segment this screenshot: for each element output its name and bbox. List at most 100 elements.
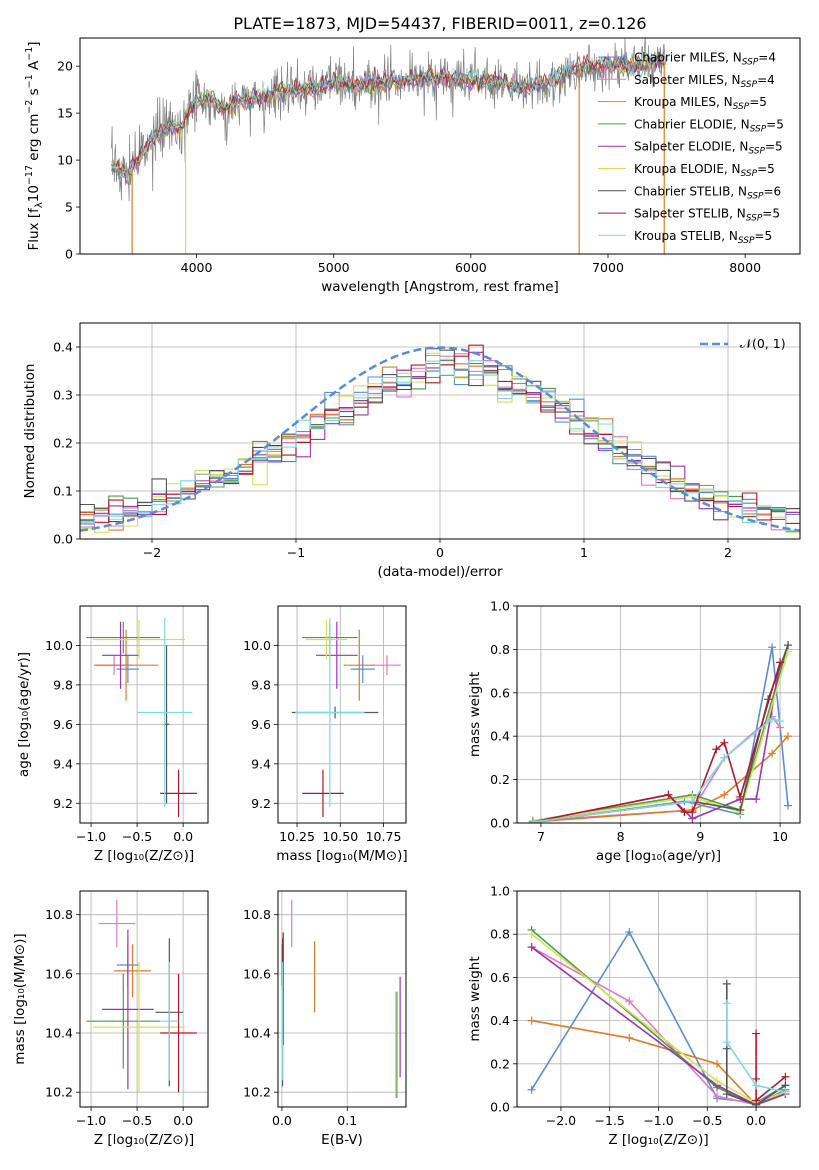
residuals-panel: −2 −1 0 1 2 0.0 0.1 0.2 0.3 0.4 (data-model)/error… — [22, 322, 801, 580]
legend-label: Salpeter MILES, NSSP=4 — [634, 73, 775, 90]
weight-point-marker — [722, 999, 731, 1008]
y-tick-label: 0.1 — [53, 484, 73, 499]
y-axis-label-part: ] — [26, 41, 42, 46]
legend-nssp: =5 — [754, 229, 772, 243]
weight-series-line — [532, 644, 789, 822]
x-tick-label: 8000 — [729, 260, 761, 275]
x-tick-label: 4000 — [181, 260, 213, 275]
y-axis-label-part: 10 — [26, 185, 42, 202]
weight-point-marker — [712, 745, 721, 754]
y-tick-label: 15 — [57, 106, 73, 121]
weight-point-marker — [688, 808, 697, 817]
x-tick-label: −1.5 — [595, 1113, 625, 1128]
weight-point-marker — [713, 1077, 722, 1086]
age-vs-metallicity-panel: −1.0 −0.5 0.0 9.2 9.4 9.6 9.8 10.0 Z [log₁₀(Z/Z⊙… — [16, 605, 209, 864]
legend-label: Chabrier ELODIE, NSSP=5 — [634, 117, 784, 134]
x-tick-label: 8 — [617, 829, 625, 844]
weight-point-marker — [768, 749, 777, 758]
y-tick-label: 10.8 — [243, 907, 271, 922]
weight-point-marker — [527, 930, 536, 939]
legend-nssp: =5 — [765, 140, 783, 154]
weight-point-marker — [713, 1059, 722, 1068]
legend-label: Kroupa STELIB, NSSP=5 — [634, 229, 772, 246]
y-tick-label: 0 — [65, 247, 73, 262]
legend-label: 𝒩(0, 1) — [740, 336, 786, 351]
x-axis-label: (data-model)/error — [377, 564, 503, 580]
x-tick-label: −0.5 — [122, 1113, 152, 1128]
legend-label: Salpeter STELIB, NSSP=5 — [634, 207, 780, 224]
legend-subscript: SSP — [738, 236, 755, 246]
weight-series-line — [532, 644, 789, 823]
x-axis-label: Z [log₁₀(Z/Z⊙)] — [94, 848, 194, 864]
weight-vs-age-panel: 7 8 9 10 0.0 0.2 0.4 0.6 0.8 1.0 age [log₁₀(age/yr… — [467, 599, 801, 864]
legend-subscript: SSP — [741, 169, 758, 179]
y-tick-label: 20 — [57, 59, 73, 74]
weight-point-marker — [781, 1087, 790, 1096]
weight-point-marker — [752, 1081, 761, 1090]
y-tick-label: 10.8 — [45, 907, 73, 922]
y-tick-label: 0.8 — [490, 642, 510, 657]
legend-subscript: SSP — [741, 80, 758, 90]
weight-series-line — [532, 717, 781, 823]
y-tick-label: 9.6 — [53, 717, 73, 732]
x-tick-label: −0.5 — [692, 1113, 722, 1128]
x-tick-label: −0.5 — [122, 829, 152, 844]
plot-frame — [516, 890, 801, 1108]
weight-point-marker — [781, 1072, 790, 1081]
y-axis-label-part: λ — [34, 202, 45, 208]
y-axis-label: mass weight — [467, 956, 483, 1041]
y-tick-label: 10.6 — [45, 966, 73, 981]
legend-label: Kroupa ELODIE, NSSP=5 — [634, 162, 775, 179]
weight-point-marker — [713, 1092, 722, 1101]
normal-distribution-curve — [80, 346, 800, 532]
y-axis-label-part: −1 — [24, 74, 35, 88]
x-tick-label: −2.0 — [546, 1113, 576, 1128]
legend-nssp: =5 — [766, 117, 784, 131]
weight-point-marker — [720, 738, 729, 747]
legend-nssp: =6 — [764, 184, 782, 198]
legend-subscript: SSP — [747, 191, 764, 201]
y-axis-label-part: Flux [f — [26, 207, 42, 251]
weight-point-marker — [768, 714, 777, 723]
weight-point-marker — [722, 1090, 731, 1099]
y-tick-label: 9.8 — [53, 677, 73, 692]
x-tick-label: 10.25 — [279, 829, 315, 844]
spectrum-panel: 4000 5000 6000 7000 8000 0 5 10 15 20 wavelength [… — [24, 37, 801, 295]
y-tick-label: 0.2 — [490, 772, 510, 787]
legend-label: Chabrier MILES, NSSP=4 — [634, 51, 776, 68]
weight-point-marker — [720, 790, 729, 799]
legend-nssp: =5 — [762, 207, 780, 221]
y-tick-label: 9.2 — [251, 796, 271, 811]
plot-frame — [277, 890, 407, 1108]
plot-frame — [79, 605, 209, 824]
x-tick-label: −1.0 — [76, 1113, 106, 1128]
weight-point-marker — [776, 717, 785, 726]
observed-spectrum-line — [111, 38, 666, 202]
y-tick-label: 10.4 — [243, 1026, 271, 1041]
residual-histogram-step — [80, 360, 800, 531]
x-tick-label: 10.50 — [322, 829, 358, 844]
x-tick-label: 1 — [580, 545, 588, 560]
residual-histogram-step — [80, 348, 800, 523]
x-tick-label: 0.0 — [173, 829, 193, 844]
y-axis-label-part: −2 — [24, 100, 35, 114]
weight-point-marker — [752, 795, 761, 804]
y-axis-label-part: erg cm — [26, 114, 42, 165]
y-tick-label: 0.0 — [490, 1100, 510, 1115]
weight-point-marker — [736, 792, 745, 801]
weight-point-marker — [768, 643, 777, 652]
x-tick-label: 7000 — [592, 260, 624, 275]
x-tick-label: 7 — [537, 829, 545, 844]
residual-histogram-step — [80, 353, 800, 531]
weight-point-marker — [688, 797, 697, 806]
weight-point-marker — [527, 1016, 536, 1025]
legend-subscript: SSP — [742, 58, 759, 68]
weight-series-line — [532, 662, 781, 823]
x-axis-label: age [log₁₀(age/yr)] — [596, 848, 721, 864]
legend-subscript: SSP — [733, 102, 750, 112]
weight-point-marker — [527, 943, 536, 952]
legend-nssp: =4 — [757, 73, 775, 87]
legend-nssp: =4 — [758, 51, 776, 65]
weight-series-line — [531, 933, 786, 1104]
